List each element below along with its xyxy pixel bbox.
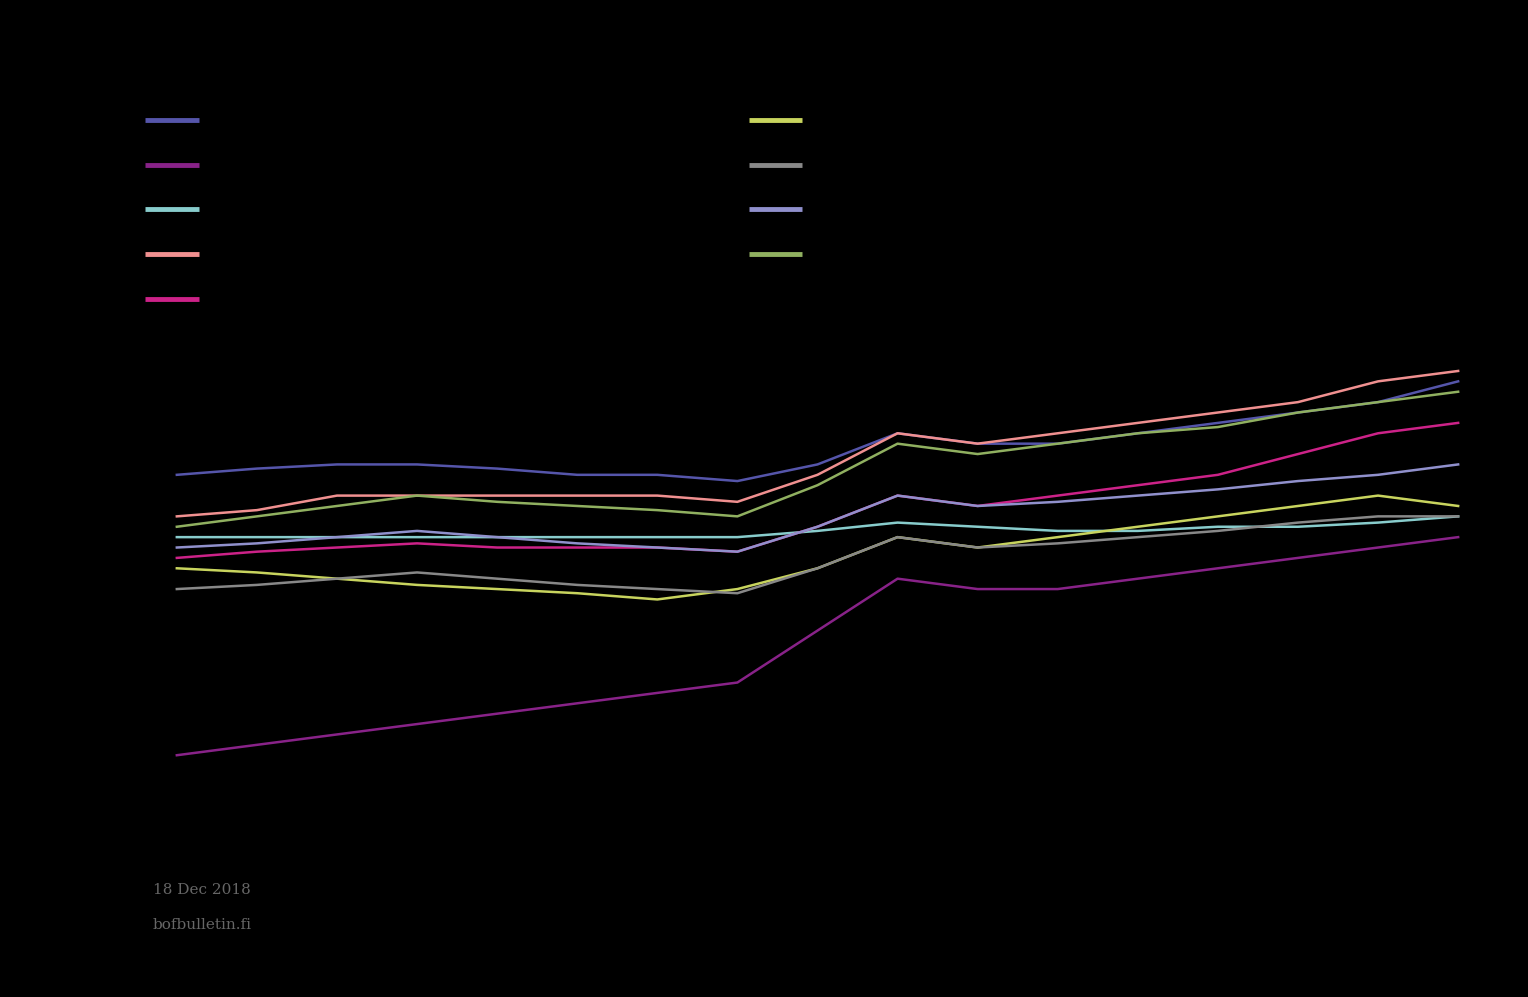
Text: 18 Dec 2018: 18 Dec 2018: [153, 883, 251, 897]
Text: bofbulletin.fi: bofbulletin.fi: [153, 918, 252, 932]
